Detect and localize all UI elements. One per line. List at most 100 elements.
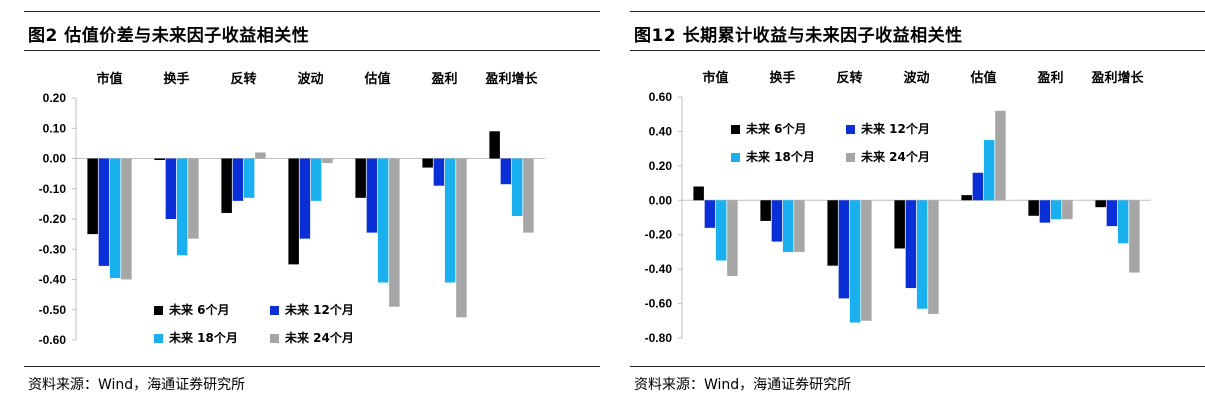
y-tick-label: -0.60	[645, 297, 673, 311]
y-tick-label: -0.30	[39, 242, 67, 256]
bar	[715, 200, 727, 261]
source-rule	[630, 366, 1205, 367]
bar	[355, 158, 366, 198]
category-label: 反转	[836, 70, 862, 86]
legend-swatch	[731, 153, 740, 162]
bar	[377, 158, 389, 283]
legend-label: 未来 24个月	[284, 330, 354, 345]
legend-label: 未来 18个月	[745, 149, 815, 164]
bar	[894, 200, 905, 249]
legend-swatch	[154, 306, 163, 315]
bar-chart: 0.20 0.10 0.00 -0.10 -0.20 -0.30 -0.40 -0.50 -0.…	[39, 71, 545, 347]
category-label: 市值	[96, 71, 122, 87]
legend-label: 未来 6个月	[745, 121, 807, 136]
bar	[1095, 200, 1106, 208]
legend-swatch	[154, 334, 163, 343]
y-tick-label: -0.60	[39, 333, 67, 347]
source-note: 资料来源：Wind，海通证券研究所	[28, 377, 246, 393]
bar	[500, 158, 512, 185]
bar	[905, 200, 917, 289]
title-rule	[630, 50, 1205, 51]
bar	[1028, 200, 1039, 216]
chart-panel-right: 图12 长期累计收益与未来因子收益相关性 0.60 0.40 0.20 0.00 -0.…	[606, 0, 1205, 406]
bar	[121, 158, 132, 280]
y-tick-label: -0.40	[39, 273, 67, 287]
chart-title: 图12 长期累计收益与未来因子收益相关性	[634, 26, 963, 46]
bar	[916, 200, 928, 309]
bar	[243, 158, 255, 198]
legend-label: 未来 12个月	[860, 121, 930, 136]
bar	[523, 158, 534, 233]
category-label: 换手	[163, 71, 189, 87]
bar	[782, 200, 794, 252]
y-tick-label: -0.20	[39, 212, 67, 226]
category-label: 估值	[363, 71, 390, 87]
bar	[456, 158, 467, 318]
bar	[1050, 200, 1062, 220]
category-label: 波动	[297, 71, 323, 87]
legend-label: 未来 18个月	[168, 330, 238, 345]
source-note: 资料来源：Wind，海通证券研究所	[634, 377, 852, 393]
bar	[1039, 200, 1051, 223]
top-rule	[630, 11, 1205, 12]
y-tick-label: -0.40	[645, 262, 673, 276]
bar	[422, 158, 433, 168]
y-tick-label: -0.50	[39, 303, 67, 317]
bar	[1117, 200, 1129, 244]
bar	[288, 158, 299, 265]
bar	[1062, 200, 1073, 220]
bar	[928, 200, 939, 314]
bar	[221, 158, 232, 213]
bar	[1129, 200, 1140, 273]
category-label: 反转	[230, 71, 256, 87]
y-tick-label: 0.60	[649, 90, 673, 104]
bar	[87, 158, 98, 235]
source-rule	[24, 366, 600, 367]
bar	[760, 200, 771, 221]
bar	[983, 140, 995, 201]
bar	[366, 158, 378, 233]
bar	[838, 200, 850, 299]
bar	[794, 200, 805, 252]
y-tick-label: -0.80	[645, 331, 673, 345]
legend-swatch	[270, 334, 279, 343]
bar	[827, 200, 838, 266]
category-label: 换手	[769, 70, 795, 86]
category-label: 估值	[969, 70, 996, 86]
bar-chart: 0.60 0.40 0.20 0.00 -0.20 -0.40 -0.60 -0.80 市值 换手…	[645, 70, 1151, 345]
category-label: 盈利增长	[484, 71, 538, 87]
bar	[972, 172, 984, 201]
category-label: 市值	[702, 70, 728, 86]
bar	[433, 158, 445, 186]
legend-label: 未来 6个月	[168, 302, 230, 317]
bar	[489, 131, 500, 159]
bar	[389, 158, 400, 307]
legend-label: 未来 24个月	[860, 149, 930, 164]
bar	[299, 158, 311, 239]
bar	[109, 158, 121, 278]
title-rule	[24, 50, 600, 51]
bar	[98, 158, 110, 266]
top-rule	[24, 11, 600, 12]
bar	[961, 195, 972, 201]
category-label: 盈利	[1036, 70, 1063, 86]
bar	[693, 186, 704, 201]
bar	[176, 158, 188, 256]
bar	[511, 158, 523, 216]
legend-swatch	[846, 153, 855, 162]
bar	[849, 200, 861, 323]
bar	[154, 158, 165, 161]
y-tick-label: 0.00	[43, 152, 67, 166]
y-tick-label: 0.40	[649, 124, 673, 138]
y-tick-label: -0.10	[39, 182, 67, 196]
category-label: 盈利	[430, 71, 457, 87]
bar	[861, 200, 872, 321]
legend-swatch	[846, 125, 855, 134]
bar	[310, 158, 322, 201]
y-tick-label: 0.00	[649, 193, 673, 207]
bar	[995, 110, 1006, 201]
y-tick-label: 0.20	[43, 91, 67, 105]
legend-swatch	[270, 306, 279, 315]
bar	[1106, 200, 1118, 227]
category-label: 盈利增长	[1090, 70, 1144, 86]
